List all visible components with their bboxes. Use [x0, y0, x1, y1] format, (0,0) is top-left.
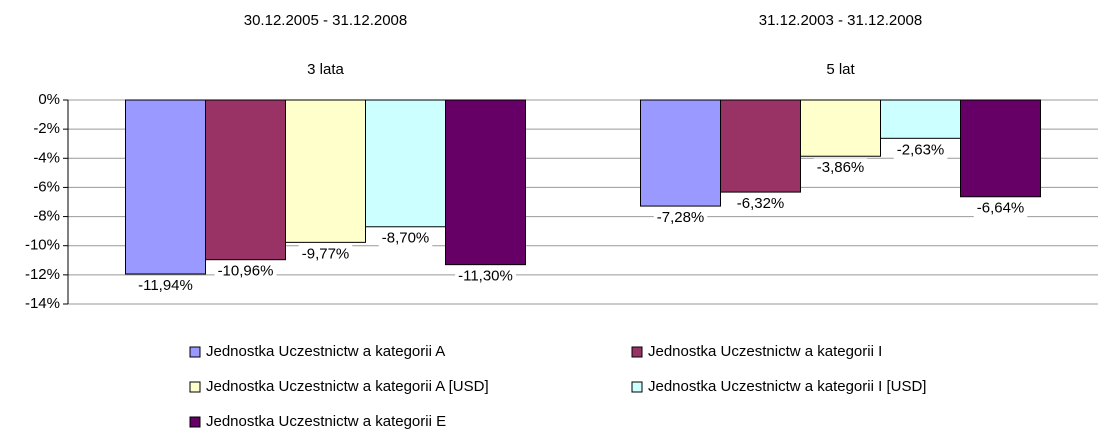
value-label: -9,77%: [302, 245, 350, 262]
legend-swatch: [631, 381, 643, 393]
bar: [205, 99, 286, 261]
bar: [960, 99, 1041, 198]
y-tick-label: -2%: [33, 120, 60, 137]
y-tick-label: -6%: [33, 178, 60, 195]
legend-label: Jednostka Uczestnictw a kategorii A: [206, 343, 445, 360]
legend-swatch: [189, 416, 201, 428]
bar: [880, 99, 961, 139]
value-label: -11,30%: [458, 268, 513, 285]
value-label: -2,63%: [897, 141, 945, 158]
value-label-bg: [455, 266, 516, 286]
bar: [640, 99, 721, 207]
legend-label: Jednostka Uczestnictw a kategorii I [USD…: [648, 378, 926, 395]
value-label-bg: [135, 275, 196, 295]
value-label-bg: [893, 140, 948, 160]
value-label-bg: [813, 158, 868, 178]
y-tick-label: -8%: [33, 208, 60, 225]
category-sublabel: 3 lata: [307, 61, 344, 78]
value-label: -8,70%: [382, 230, 430, 247]
y-tick-label: -10%: [25, 237, 60, 254]
y-tick-label: -4%: [33, 149, 60, 166]
bar: [720, 99, 801, 193]
value-label: -3,86%: [817, 159, 865, 176]
y-tick-label: 0%: [38, 91, 60, 108]
legend-label: Jednostka Uczestnictw a kategorii I: [648, 343, 882, 360]
bar: [285, 99, 366, 243]
value-label-bg: [653, 208, 708, 228]
category-label: 30.12.2005 - 31.12.2008: [244, 12, 407, 29]
value-label: -7,28%: [657, 209, 705, 226]
legend-swatch: [631, 346, 643, 358]
bar: [445, 99, 526, 266]
value-label: -11,94%: [138, 277, 193, 294]
legend-swatch: [189, 381, 201, 393]
value-label: -10,96%: [218, 263, 274, 280]
value-label-bg: [378, 228, 433, 248]
value-label-bg: [733, 194, 788, 214]
legend-label: Jednostka Uczestnictw a kategorii E: [206, 413, 446, 430]
bar: [125, 99, 206, 275]
legend-swatch: [189, 346, 201, 358]
value-label-bg: [298, 244, 353, 264]
category-label: 31.12.2003 - 31.12.2008: [759, 12, 922, 29]
value-label: -6,32%: [737, 195, 785, 212]
value-label: -6,64%: [977, 200, 1025, 217]
value-label-bg: [214, 261, 277, 281]
bar: [365, 99, 446, 228]
legend-label: Jednostka Uczestnictw a kategorii A [USD…: [206, 378, 489, 395]
value-label-bg: [973, 198, 1028, 218]
bar: [800, 99, 881, 157]
category-sublabel: 5 lat: [826, 61, 855, 78]
y-tick-label: -14%: [25, 295, 60, 312]
y-tick-label: -12%: [25, 266, 60, 283]
